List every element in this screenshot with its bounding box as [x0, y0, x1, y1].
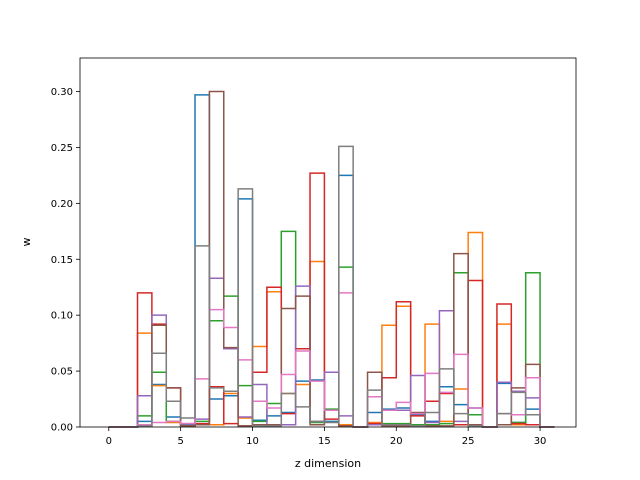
y-tick-label: 0.30	[51, 87, 73, 98]
x-axis-ticks: 0 5 10 15 20 25 30	[106, 427, 547, 447]
series-layer	[108, 90, 555, 428]
y-axis-ticks: 0.00 0.05 0.10 0.15 0.20 0.25 0.30	[51, 87, 80, 434]
y-tick-label: 0.20	[51, 199, 73, 210]
y-tick-label: 0.05	[51, 367, 73, 378]
series-8-step-line	[108, 145, 555, 428]
x-tick-label: 5	[177, 436, 183, 447]
y-tick-label: 0.25	[51, 143, 73, 154]
x-tick-label: 0	[106, 436, 112, 447]
x-tick-label: 30	[534, 436, 547, 447]
y-tick-label: 0.15	[51, 255, 73, 266]
y-tick-label: 0.00	[51, 423, 73, 434]
y-axis-label: w	[20, 238, 33, 247]
y-tick-label: 0.10	[51, 311, 73, 322]
x-axis-label: z dimension	[295, 457, 361, 470]
x-tick-label: 25	[462, 436, 475, 447]
plot-area	[80, 58, 576, 427]
x-tick-label: 10	[246, 436, 259, 447]
x-tick-label: 15	[318, 436, 331, 447]
x-tick-label: 20	[390, 436, 403, 447]
plot-frame	[79, 57, 577, 428]
